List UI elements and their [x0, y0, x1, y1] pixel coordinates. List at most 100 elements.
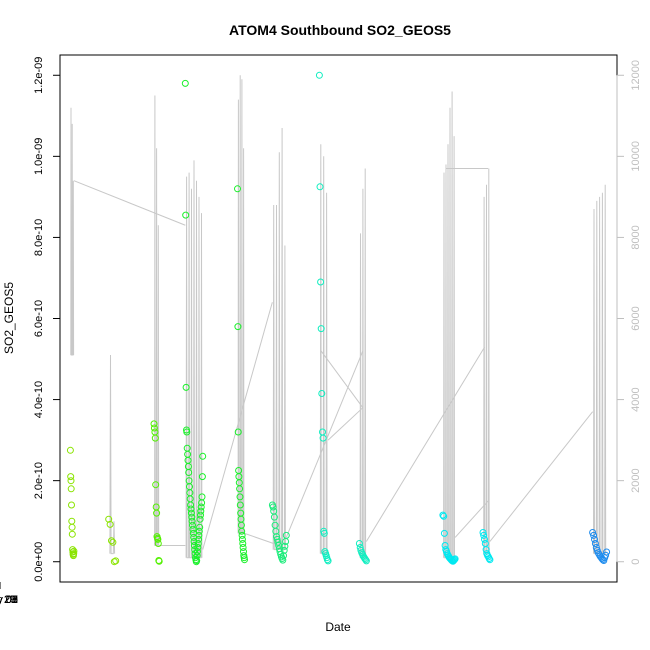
altitude-profile-line: [109, 354, 116, 555]
so2-point: [451, 555, 459, 563]
so2-point: [68, 523, 76, 531]
x-tick-label: May 03: [0, 594, 18, 606]
so2-point: [105, 515, 113, 523]
so2-point: [195, 527, 203, 535]
so2-point: [591, 540, 599, 547]
altitude-profile-line: [359, 168, 367, 559]
so2-point: [194, 540, 202, 547]
so2-point: [67, 477, 75, 485]
so2-point: [280, 546, 288, 554]
so2-point: [70, 550, 78, 558]
so2-point: [236, 493, 244, 501]
so2-point: [440, 512, 448, 520]
y-tick-label: 1.0e-09: [33, 138, 45, 175]
x-tick-label: Apr 29: [0, 594, 16, 606]
plot-box: [59, 54, 618, 583]
so2-point: [317, 278, 325, 286]
altitude-profile-line: [593, 184, 607, 555]
x-tick-label: May 05: [0, 594, 18, 606]
so2-point: [197, 511, 204, 519]
so2-series: [66, 71, 611, 566]
so2-point: [239, 540, 247, 547]
y-axis: 0.0e+00 2.0e-10 4.0e-10 6.0e-10 8.0e-10 1.0e-…: [33, 57, 61, 582]
so2-point: [362, 556, 370, 564]
so2-point: [280, 552, 287, 560]
so2-point: [480, 531, 488, 539]
so2-point: [182, 383, 190, 391]
so2-point: [269, 503, 277, 511]
so2-point: [195, 535, 203, 543]
so2-point: [190, 542, 198, 549]
so2-point: [199, 452, 207, 460]
altitude-profile-line: [70, 107, 75, 356]
y-tick-label: 2.0e-10: [33, 462, 45, 499]
chart-title: ATOM4 Southbound SO2_GEOS5: [229, 22, 451, 38]
so2-point: [440, 529, 448, 537]
so2-point: [185, 469, 193, 476]
so2-point: [272, 527, 280, 535]
so2-point: [181, 79, 189, 87]
so2-point: [270, 513, 278, 521]
so2-point: [318, 390, 326, 397]
y2-tick-label: 2000: [630, 468, 642, 492]
so2-point: [481, 535, 488, 543]
so2-point: [320, 529, 328, 537]
so2-point: [188, 513, 196, 521]
so2-point: [602, 551, 610, 559]
y2-axis: 0 2000 4000 6000 8000 10000 12000: [616, 60, 642, 565]
so2-point: [279, 556, 287, 564]
so2-point: [197, 503, 205, 511]
y-tick-label: 8.0e-10: [33, 219, 45, 256]
so2-point: [450, 557, 458, 564]
y2-tick-label: 10000: [630, 141, 642, 172]
so2-point: [154, 535, 162, 543]
so2-point: [151, 434, 159, 442]
y-tick-label: 0.0e+00: [33, 542, 45, 582]
altitude-series: [70, 75, 607, 559]
so2-point: [194, 544, 202, 551]
altitude-transit-line: [320, 350, 364, 408]
so2-point: [198, 473, 206, 481]
so2-point: [319, 434, 327, 442]
so2-point: [110, 558, 118, 566]
so2-point: [481, 540, 489, 547]
so2-point: [150, 420, 158, 428]
so2-point: [67, 485, 75, 493]
so2-point: [196, 515, 204, 523]
altitude-profile-line: [483, 168, 490, 555]
altitude-profile-line: [272, 127, 286, 551]
y2-tick-label: 8000: [630, 225, 642, 249]
so2-point: [274, 538, 282, 546]
so2-point: [188, 517, 196, 525]
so2-point: [189, 521, 196, 529]
altitude-transit-line: [489, 411, 594, 542]
x-axis: Apr 27Apr 29May 01May 03May 05May 07May …: [0, 582, 18, 606]
so2-point: [108, 537, 115, 545]
so2-point: [281, 542, 289, 550]
altitude-transit-line: [285, 350, 364, 538]
so2-point: [485, 555, 493, 562]
x-tick-label: Apr 27: [0, 594, 16, 606]
so2-point: [68, 517, 76, 525]
y2-tick-label: 4000: [630, 387, 642, 411]
so2-point: [234, 428, 242, 436]
so2-point: [317, 325, 325, 333]
so2-point: [66, 446, 74, 454]
so2-point: [193, 557, 201, 564]
so2-point: [238, 535, 246, 543]
x-tick-label: May 01: [0, 594, 18, 606]
so2-point: [590, 531, 598, 539]
y-tick-label: 1.2e-09: [33, 57, 45, 94]
so2-point: [236, 485, 244, 493]
y2-tick-label: 6000: [630, 306, 642, 330]
y-tick-label: 4.0e-10: [33, 381, 45, 418]
so2-point: [479, 529, 487, 536]
x-axis-title: Date: [325, 620, 351, 634]
altitude-profile-line: [319, 144, 328, 555]
so2-point: [355, 540, 363, 547]
so2-point: [106, 520, 114, 528]
so2-point: [189, 525, 197, 533]
so2-point: [238, 531, 246, 539]
altitude-transit-line: [327, 407, 364, 441]
